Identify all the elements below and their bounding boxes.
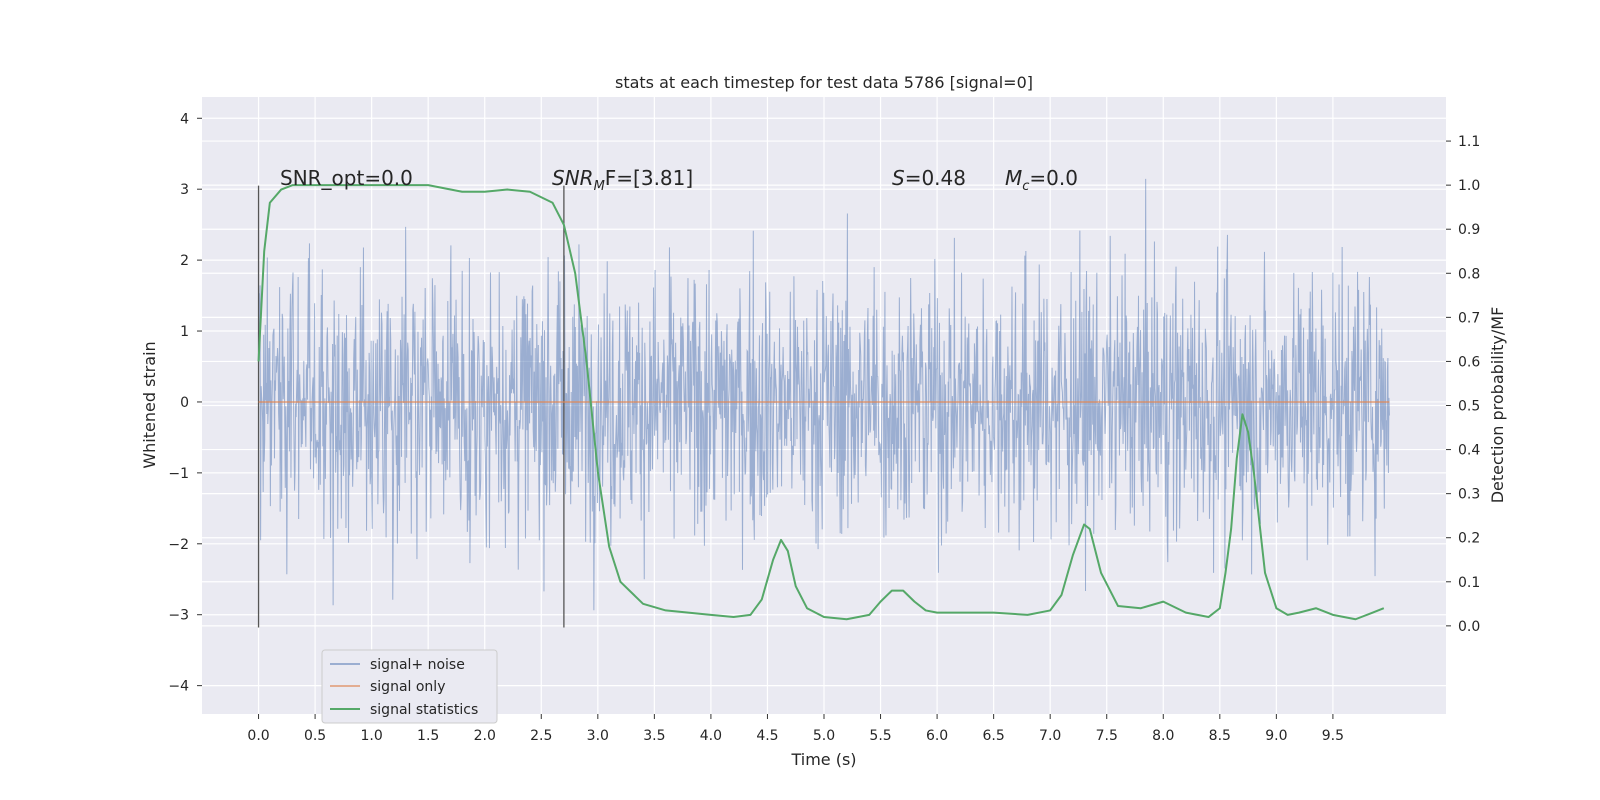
y-right-axis-label: Detection probability/MF: [1488, 307, 1507, 504]
x-tick-label: 5.0: [813, 728, 835, 744]
y-left-tick-label: −4: [168, 679, 189, 695]
x-tick-label: 2.0: [474, 728, 496, 744]
y-right-tick-label: 0.4: [1458, 443, 1480, 459]
x-tick-label: 7.5: [1096, 728, 1118, 744]
x-tick-label: 8.5: [1209, 728, 1231, 744]
x-ticks: 0.0 0.5 1.0 1.5 2.0 2.5 3.0 3.5 4.0 4.5 5.0 5.5 6.0 6…: [247, 714, 1344, 744]
y-left-tick-label: 4: [180, 111, 189, 127]
y-right-tick-label: 0.0: [1458, 619, 1480, 635]
x-tick-label: 0.5: [304, 728, 326, 744]
x-tick-label: 8.0: [1152, 728, 1174, 744]
x-tick-label: 1.0: [361, 728, 383, 744]
x-tick-label: 9.0: [1265, 728, 1287, 744]
y-left-tick-label: 2: [180, 253, 189, 269]
y-right-tick-label: 0.6: [1458, 354, 1480, 370]
y-right-tick-label: 0.1: [1458, 575, 1480, 591]
annotation-s-base: S: [892, 166, 905, 190]
legend-label-signal-only: signal only: [370, 679, 445, 695]
noise-line: [258, 178, 1390, 611]
x-tick-label: 3.0: [587, 728, 609, 744]
y-left-ticks: 4 3 2 1 0 −1 −2 −3 −4: [168, 111, 202, 695]
annotation-snr-mf-base: SNR: [552, 166, 594, 190]
x-tick-label: 5.5: [869, 728, 891, 744]
x-tick-label: 1.5: [417, 728, 439, 744]
x-tick-label: 4.0: [700, 728, 722, 744]
y-right-tick-label: 0.2: [1458, 531, 1480, 547]
x-tick-label: 6.5: [983, 728, 1005, 744]
y-right-tick-label: 0.8: [1458, 266, 1480, 282]
signal-statistics-line: [257, 184, 1385, 621]
y-left-tick-label: 1: [180, 324, 189, 340]
legend-box: [321, 649, 498, 724]
x-tick-label: 6.0: [926, 728, 948, 744]
y-right-tick-label: 1.0: [1458, 178, 1480, 194]
y-right-tick-label: 1.1: [1458, 134, 1480, 150]
annotation-snr-mf-rest: F=[3.81]: [605, 166, 693, 190]
legend-label-signal-noise: signal+ noise: [370, 657, 465, 673]
x-tick-label: 7.0: [1039, 728, 1061, 744]
x-tick-label: 2.5: [530, 728, 552, 744]
chart-title: stats at each timestep for test data 578…: [615, 73, 1033, 92]
annotation-s: S=0.48: [892, 166, 966, 190]
series-signal-noise: [258, 178, 1390, 611]
legend: signal+ noise signal only signal statist…: [321, 649, 498, 724]
annotation-mc: Mc=0.0: [1005, 166, 1078, 194]
y-left-tick-label: −3: [168, 608, 189, 624]
y-left-tick-label: 0: [180, 395, 189, 411]
vertical-markers: [257, 185, 565, 628]
y-left-tick-label: −1: [168, 466, 189, 482]
y-right-tick-label: 0.9: [1458, 222, 1480, 238]
y-right-tick-label: 0.3: [1458, 487, 1480, 503]
annotation-mc-rest: =0.0: [1029, 166, 1078, 190]
x-tick-label: 3.5: [643, 728, 665, 744]
x-tick-label: 0.0: [247, 728, 269, 744]
x-tick-label: 4.5: [756, 728, 778, 744]
y-left-tick-label: −2: [168, 537, 189, 553]
annotation-mc-base: M: [1005, 166, 1022, 190]
annotation-snr-mf: SNRMF=[3.81]: [552, 166, 693, 194]
y-left-tick-label: 3: [180, 182, 189, 198]
annotation-s-rest: =0.48: [905, 166, 966, 190]
annotation-snr-mf-sub: M: [594, 179, 605, 194]
x-tick-label: 9.5: [1322, 728, 1344, 744]
annotation-snr-opt: SNR_opt=0.0: [280, 166, 413, 190]
annotation-mc-sub: c: [1022, 179, 1029, 194]
legend-label-signal-statistics: signal statistics: [370, 702, 478, 718]
y-right-ticks: 1.1 1.0 0.9 0.8 0.7 0.6 0.5 0.4 0.3 0.2 0.1 0.0: [1446, 134, 1480, 635]
x-axis-label: Time (s): [790, 750, 856, 769]
y-right-tick-label: 0.7: [1458, 310, 1480, 326]
y-right-tick-label: 0.5: [1458, 399, 1480, 415]
y-left-axis-label: Whitened strain: [140, 341, 159, 468]
series-signal-statistics: [257, 184, 1385, 621]
